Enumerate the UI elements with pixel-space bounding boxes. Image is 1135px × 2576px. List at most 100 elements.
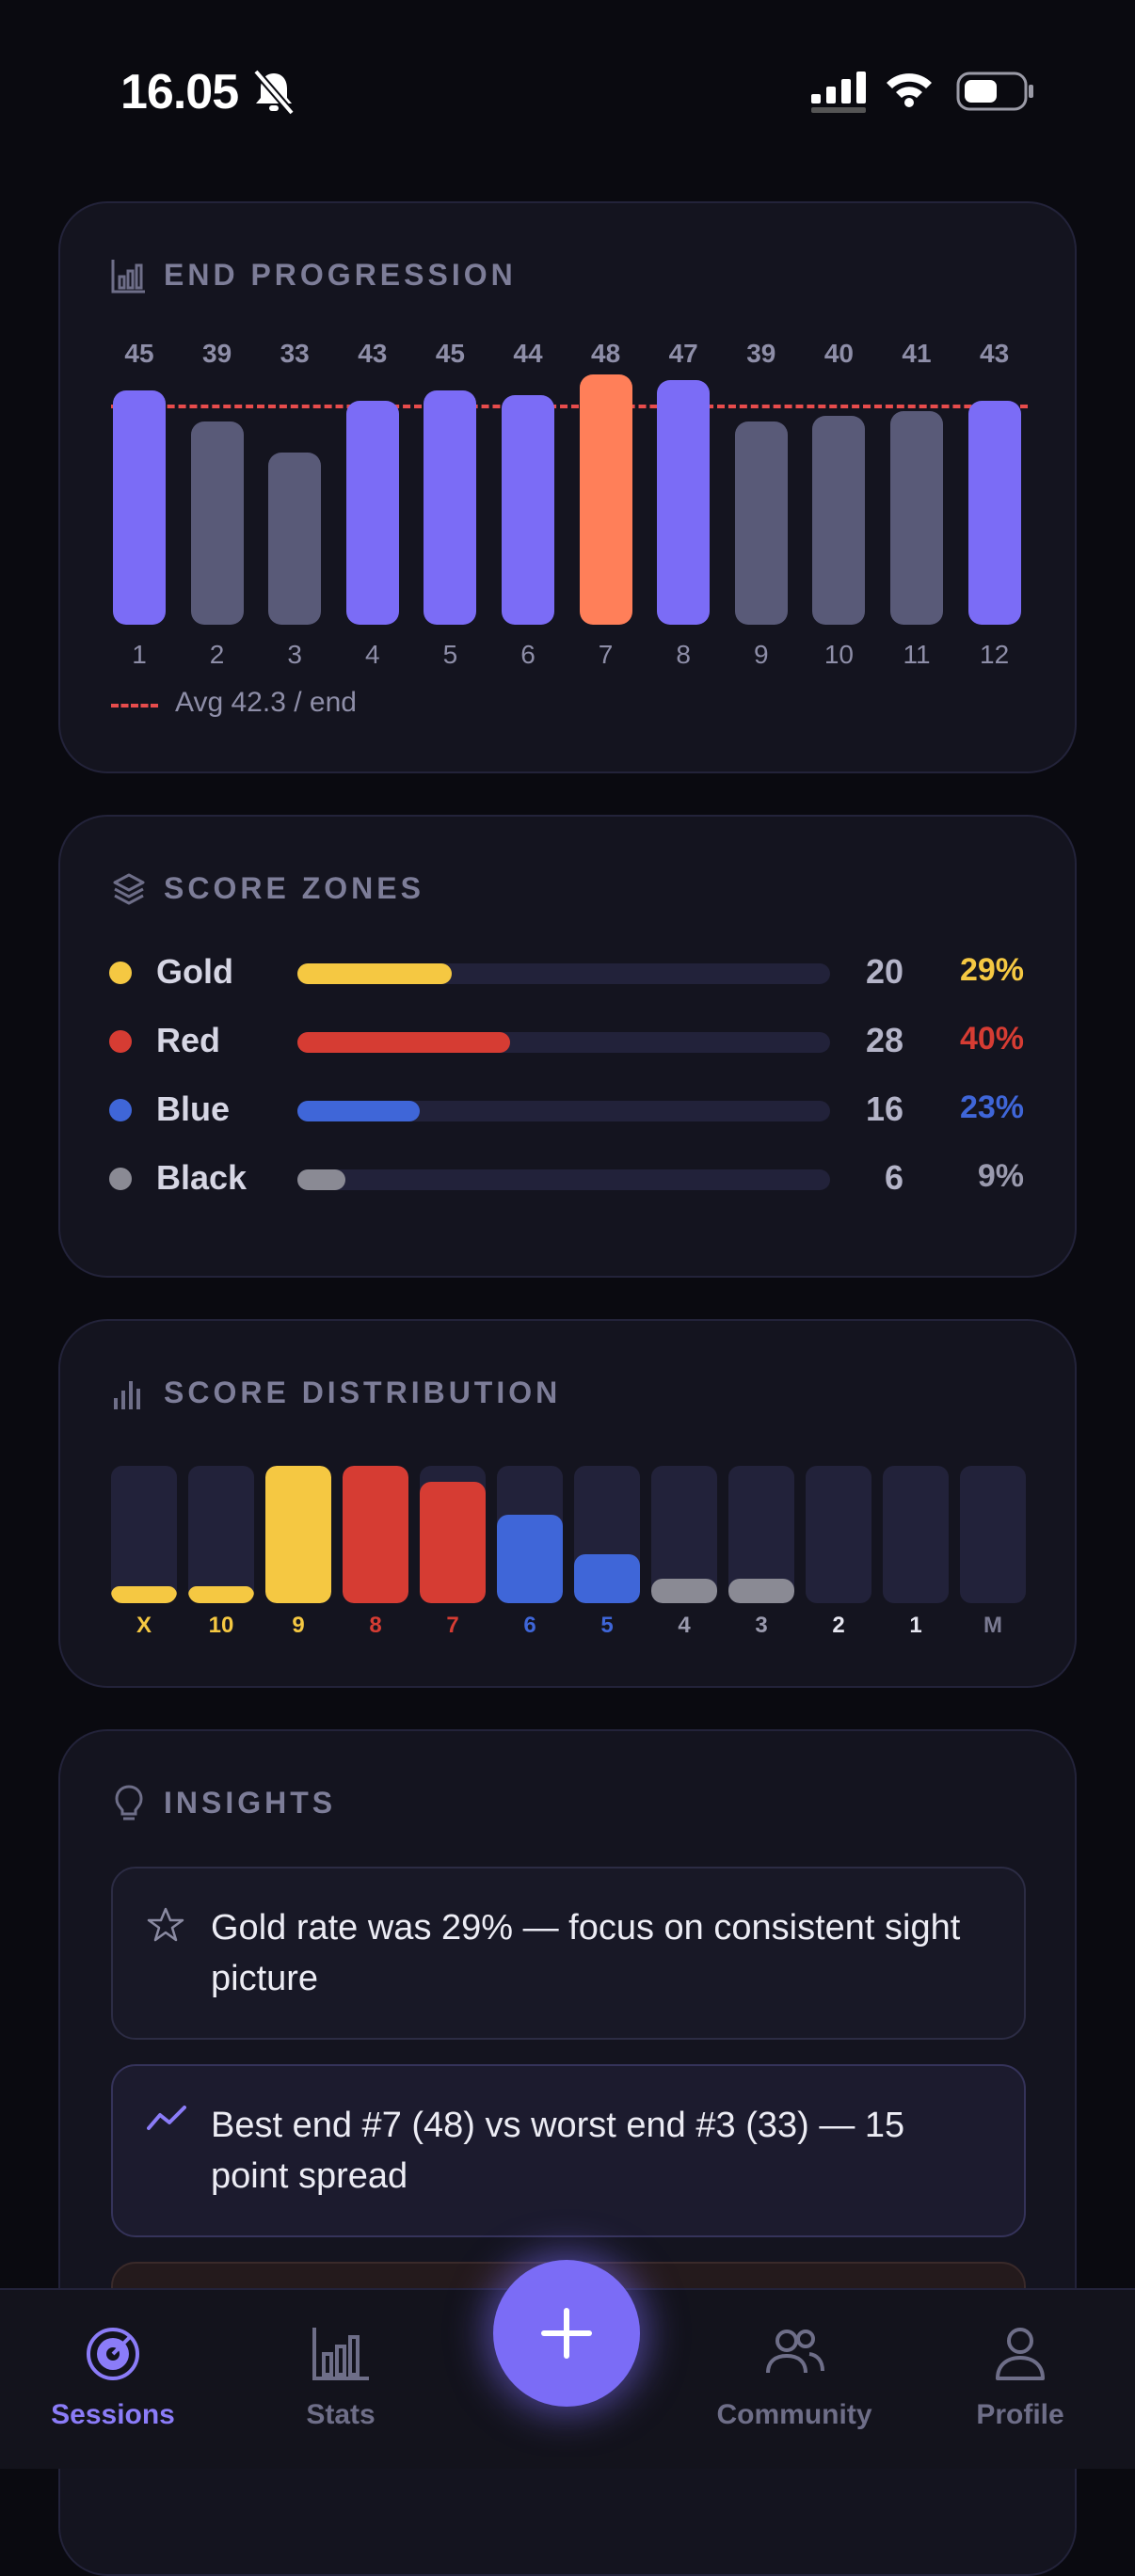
insight-best-worst: Best end #7 (48) vs worst end #3 (33) — … (111, 2064, 1026, 2237)
card-title: END PROGRESSION (164, 258, 517, 292)
end-score-label: 43 (358, 339, 388, 368)
layers-icon (113, 873, 145, 905)
end-bar (734, 421, 788, 625)
battery-icon (956, 72, 1033, 111)
end-score-label: 47 (668, 339, 698, 368)
end-score-label: 44 (513, 339, 543, 368)
zone-percent: 40% (959, 1021, 1024, 1057)
insight-text: Best end #7 (48) vs worst end #3 (33) — … (211, 2106, 905, 2196)
zone-row-blue: Blue 16 23% (60, 1086, 1075, 1133)
end-number-label: 2 (209, 640, 225, 669)
end-number-label: 7 (598, 640, 614, 669)
zone-name: Black (156, 1158, 248, 1197)
wifi-icon (887, 73, 932, 107)
status-bar: 16.05 (0, 0, 1135, 179)
add-session-button[interactable] (493, 2260, 640, 2407)
distribution-bar (574, 1554, 640, 1603)
distribution-bar (651, 1579, 717, 1603)
zone-percent: 9% (977, 1158, 1024, 1194)
card-title: SCORE ZONES (164, 871, 424, 905)
zone-bar-track (297, 963, 830, 984)
end-score-label: 45 (435, 339, 465, 368)
bar-chart-icon (312, 2328, 369, 2380)
distribution-column (420, 1466, 486, 1603)
zone-name: Gold (156, 952, 233, 991)
zone-dot (109, 1168, 132, 1190)
star-icon (147, 1907, 184, 1942)
end-score-label: 41 (902, 339, 932, 368)
distribution-column (497, 1466, 563, 1603)
distribution-column (574, 1466, 640, 1603)
end-bar (424, 390, 477, 625)
distribution-label: 1 (909, 1613, 922, 1638)
distribution-bar (111, 1586, 177, 1603)
card-title: INSIGHTS (164, 1786, 337, 1820)
distribution-column (111, 1466, 177, 1603)
average-legend-label: Avg 42.3 / end (175, 687, 357, 718)
user-icon (996, 2328, 1045, 2380)
bar-chart-icon (111, 260, 145, 294)
nav-stats[interactable]: Stats (237, 2290, 444, 2469)
nav-profile[interactable]: Profile (917, 2290, 1124, 2469)
distribution-bar (420, 1482, 486, 1603)
nav-label: Stats (306, 2399, 376, 2430)
end-number-label: 1 (132, 640, 147, 669)
zone-row-gold: Gold 20 29% (60, 948, 1075, 995)
zone-bar-fill (297, 1032, 511, 1053)
plus-icon (541, 2308, 592, 2359)
distribution-label: M (983, 1613, 1002, 1638)
average-line (111, 405, 1028, 408)
end-number-label: 3 (287, 640, 302, 669)
end-bar (657, 379, 711, 625)
distribution-bar (188, 1586, 254, 1603)
zone-dot (109, 1099, 132, 1121)
end-bar (190, 421, 244, 625)
zone-dot (109, 1030, 132, 1053)
distribution-label: 4 (678, 1613, 691, 1638)
insight-gold-rate: Gold rate was 29% — focus on consistent … (111, 1867, 1026, 2040)
end-score-label: 45 (124, 339, 154, 368)
zone-name: Red (156, 1021, 221, 1059)
signal-icon (811, 72, 866, 113)
zone-dot (109, 962, 132, 984)
end-bar (967, 400, 1021, 625)
insight-text: Gold rate was 29% — focus on consistent … (211, 1908, 961, 1998)
distribution-label: 7 (446, 1613, 459, 1638)
distribution-column (265, 1466, 331, 1603)
distribution-column (806, 1466, 871, 1603)
distribution-bar (728, 1579, 794, 1603)
end-score-label: 48 (591, 339, 621, 368)
nav-label: Community (716, 2399, 872, 2430)
distribution-bar (343, 1466, 408, 1603)
zone-bar-track (297, 1169, 830, 1190)
zone-bar-fill (297, 1101, 421, 1121)
distribution-label: 3 (755, 1613, 768, 1638)
histogram-icon (114, 1381, 140, 1409)
distribution-label: 5 (600, 1613, 614, 1638)
distribution-label: 9 (292, 1613, 305, 1638)
end-score-label: 33 (280, 339, 310, 368)
distribution-bar (265, 1466, 331, 1603)
nav-community[interactable]: Community (691, 2290, 898, 2469)
end-number-label: 12 (980, 640, 1010, 669)
zone-bar-fill (297, 963, 453, 984)
end-score-label: 40 (823, 339, 854, 368)
end-bar (890, 410, 943, 625)
trend-icon (147, 2106, 186, 2130)
end-number-label: 10 (823, 640, 854, 669)
zone-count: 28 (865, 1021, 903, 1059)
nav-sessions[interactable]: Sessions (9, 2290, 216, 2469)
zone-bar-track (297, 1101, 830, 1121)
target-icon (87, 2328, 139, 2380)
average-legend-swatch (111, 704, 158, 708)
distribution-column (883, 1466, 949, 1603)
end-bar (579, 374, 632, 625)
score-zones-card: SCORE ZONES Gold 20 29% Red 28 40% Blue 16 23% Bl… (58, 815, 1077, 1278)
nav-label: Profile (976, 2399, 1064, 2430)
zone-percent: 29% (959, 952, 1024, 988)
end-number-label: 11 (903, 640, 931, 669)
end-number-label: 5 (442, 640, 458, 669)
distribution-bar (497, 1514, 563, 1603)
lightbulb-icon (115, 1785, 143, 1821)
distribution-column (188, 1466, 254, 1603)
